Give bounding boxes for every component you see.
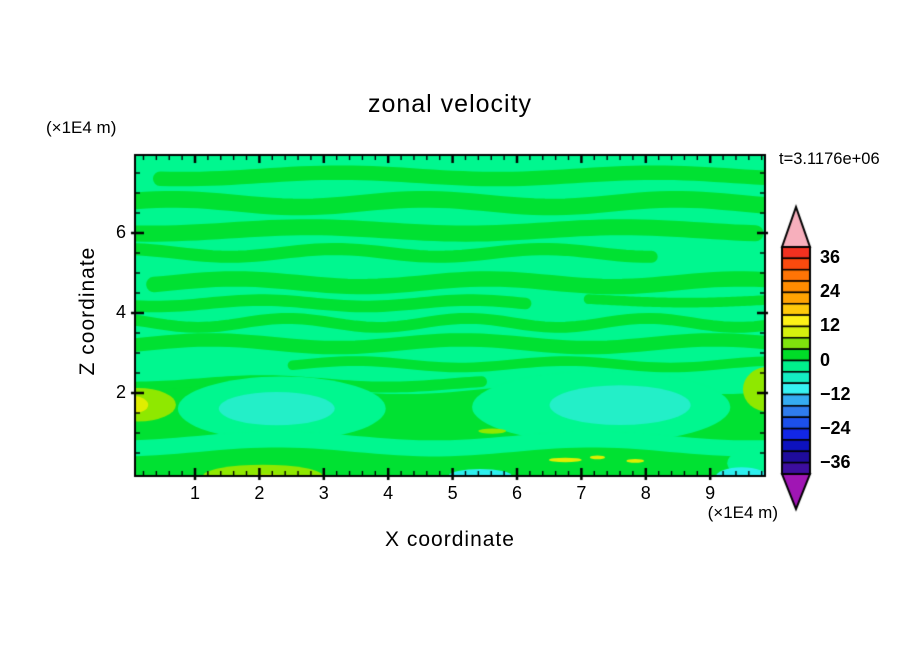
x-tick-label: 3 — [318, 483, 329, 503]
time-label: t=3.1176e+06 — [779, 150, 880, 168]
colorbar-tick-label: −12 — [820, 383, 851, 404]
x-tick-label: 9 — [705, 483, 716, 503]
z-tick-label: 2 — [115, 382, 126, 402]
x-tick-label: 5 — [447, 483, 458, 503]
colorbar-tick-label: 36 — [820, 247, 841, 268]
z-tick-label: 4 — [115, 302, 126, 322]
x-tick-label: 2 — [254, 483, 265, 503]
x-tick-label: 4 — [383, 483, 394, 503]
z-axis-unit-label: (×1E4 m) — [46, 118, 117, 137]
z-tick-label: 6 — [115, 222, 126, 242]
x-tick-label: 7 — [576, 483, 587, 503]
x-tick-label: 6 — [511, 483, 523, 503]
colorbar-tick-label: 12 — [820, 315, 841, 336]
x-tick-label: 8 — [640, 483, 651, 503]
colorbar-tick-label: 24 — [820, 281, 841, 302]
x-axis-title: X coordinate — [385, 528, 515, 551]
colorbar-tick-label: −24 — [820, 417, 851, 438]
plot-title: zonal velocity — [367, 90, 533, 118]
x-axis-unit-label: (×1E4 m) — [707, 503, 778, 522]
colorbar-tick-label: 0 — [820, 349, 831, 370]
x-tick-label: 1 — [189, 483, 201, 503]
colorbar-tick-label: −36 — [820, 451, 851, 472]
